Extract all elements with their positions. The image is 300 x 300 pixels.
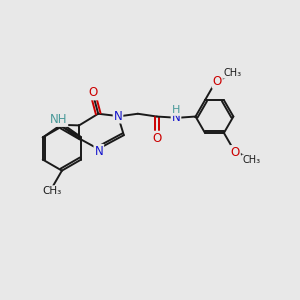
- Text: O: O: [152, 132, 161, 145]
- Text: CH₃: CH₃: [42, 186, 61, 196]
- Text: O: O: [88, 86, 98, 99]
- Text: N: N: [114, 110, 122, 123]
- Text: H: H: [172, 105, 180, 115]
- Text: N: N: [94, 145, 103, 158]
- Text: N: N: [172, 111, 180, 124]
- Text: NH: NH: [50, 113, 67, 126]
- Text: CH₃: CH₃: [224, 68, 242, 78]
- Text: O: O: [213, 75, 222, 88]
- Text: O: O: [231, 146, 240, 159]
- Text: CH₃: CH₃: [242, 155, 260, 165]
